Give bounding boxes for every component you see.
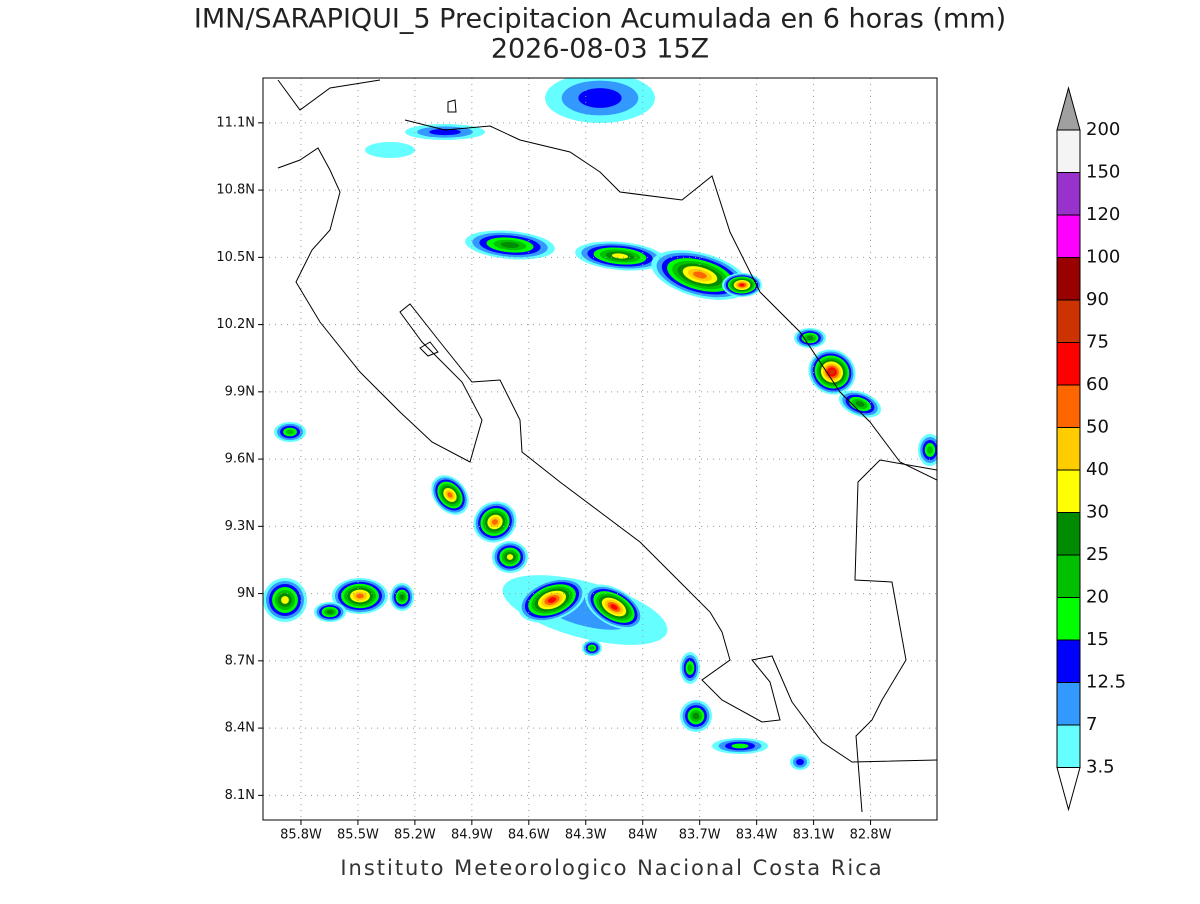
colorbar-label: 20 [1086, 587, 1109, 608]
x-tick-label: 82.8W [850, 828, 892, 843]
colorbar-label: 100 [1086, 247, 1120, 268]
precip-cell [500, 242, 520, 248]
x-tick-label: 83.1W [793, 828, 835, 843]
colorbar-segment [1056, 384, 1081, 428]
precip-cell [806, 335, 814, 341]
footer: Instituto Meteorologico Nacional Costa R… [340, 856, 883, 880]
precip-cell [399, 594, 405, 600]
y-tick-label: 9N [237, 586, 255, 601]
colorbar-label: 25 [1086, 544, 1109, 565]
colorbar-segment [1056, 512, 1081, 556]
y-tick-label: 8.1N [225, 788, 255, 803]
x-tick-label: 85.5W [337, 828, 379, 843]
y-tick-label: 10.8N [216, 183, 255, 198]
y-tick-label: 8.7N [225, 653, 255, 668]
colorbar-label: 15 [1086, 629, 1109, 650]
precip-cell [829, 369, 835, 375]
border [854, 459, 937, 813]
precip-cell [365, 142, 415, 158]
precip-cell [578, 88, 622, 108]
x-tick-label: 83.7W [679, 828, 721, 843]
precip-cell [506, 554, 514, 560]
x-tick-label: 85.8W [280, 828, 322, 843]
map-frame [262, 77, 938, 821]
precip-cell [927, 446, 933, 454]
colorbar-segment [1056, 724, 1081, 768]
colorbar-segment [1056, 214, 1081, 258]
colorbar-label: 90 [1086, 289, 1109, 310]
colorbar-label: 200 [1086, 119, 1120, 140]
x-tick-label: 84.9W [451, 828, 493, 843]
colorbar-segment [1056, 469, 1081, 513]
precip-cell [429, 128, 461, 136]
colorbar-segment [1056, 257, 1081, 301]
title: IMN/SARAPIQUI_5 Precipitacion Acumulada … [194, 4, 1006, 35]
colorbar-label: 12.5 [1086, 672, 1126, 693]
precipitation-field [263, 78, 937, 770]
colorbar-label: 3.5 [1086, 757, 1115, 778]
precip-cell [731, 743, 749, 749]
colorbar-segment [1056, 172, 1081, 216]
colorbar-segment [1056, 554, 1081, 598]
colorbar-label: 30 [1086, 502, 1109, 523]
y-tick-label: 11.1N [216, 115, 255, 130]
precip-cell [692, 712, 700, 720]
colorbar-segment [1056, 342, 1081, 386]
x-tick-label: 84.6W [508, 828, 550, 843]
colorbar-segment [1056, 639, 1081, 683]
colorbar: 3.5 7 12.5 15 20 25 30 40 50 60 75 90 100 120 150 200 [1056, 86, 1126, 812]
colorbar-label: 7 [1086, 714, 1097, 735]
subtitle: 2026-08-03 15Z [491, 34, 709, 65]
precip-cell [739, 283, 745, 287]
y-tick-label: 9.3N [225, 519, 255, 534]
x-tick-label: 83.4W [736, 828, 778, 843]
colorbar-label: 50 [1086, 417, 1109, 438]
precip-cell [356, 593, 364, 599]
colorbar-label: 60 [1086, 374, 1109, 395]
colorbar-label: 120 [1086, 204, 1120, 225]
precip-cell [589, 646, 595, 650]
x-tick-label: 85.2W [394, 828, 436, 843]
colorbar-under [1056, 767, 1081, 812]
coastline [277, 147, 937, 763]
colorbar-segment [1056, 299, 1081, 343]
precip-cell [693, 271, 707, 279]
colorbar-label: 150 [1086, 162, 1120, 183]
grid: 85.8W 85.5W 85.2W 84.9W 84.6W 84.3W 84W 83.7W 83… [216, 78, 937, 843]
precip-cell [491, 519, 499, 525]
precip-cell [286, 429, 294, 435]
precip-cell [687, 664, 693, 672]
x-tick-label: 84W [628, 828, 658, 843]
precip-cell [326, 609, 334, 615]
y-tick-label: 9.9N [225, 384, 255, 399]
colorbar-segment [1056, 129, 1081, 173]
colorbar-label: 75 [1086, 332, 1109, 353]
precip-cell [447, 492, 453, 498]
colorbar-segment [1056, 682, 1081, 726]
colorbar-segment [1056, 427, 1081, 471]
x-tick-label: 84.3W [565, 828, 607, 843]
precip-cell [610, 604, 618, 610]
precip-cell [281, 596, 289, 604]
y-tick-label: 8.4N [225, 721, 255, 736]
y-tick-label: 10.5N [216, 250, 255, 265]
colorbar-over [1056, 86, 1081, 131]
colorbar-segment [1056, 597, 1081, 641]
lake [419, 99, 457, 357]
y-tick-label: 10.2N [216, 317, 255, 332]
precip-cell [855, 401, 865, 407]
coastline [404, 119, 937, 481]
coastlines [277, 79, 937, 813]
colorbar-label: 40 [1086, 459, 1109, 480]
precip-cell [796, 758, 804, 766]
precip-cell [547, 597, 557, 603]
coastline [277, 79, 381, 111]
y-tick-label: 9.6N [225, 452, 255, 467]
